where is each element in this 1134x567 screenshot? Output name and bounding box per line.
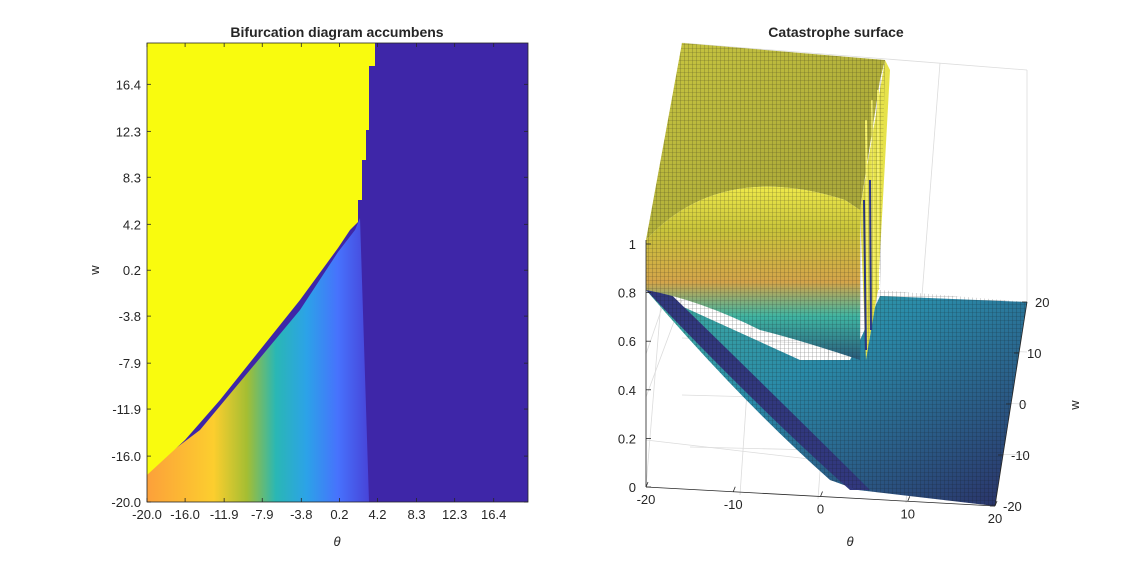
heatmap-x-tick-label: 8.3 [408,507,426,522]
heatmap-y-ticks: -20.0 -16.0 -11.9 -7.9 -3.8 0.2 4.2 8.3 12.3 16.4 [111,77,528,510]
heatmap-y-tick-label: 16.4 [116,77,141,92]
surface-z-tick-label: 0.8 [618,286,636,301]
surface-x-label: θ [846,534,853,549]
surface-title: Catastrophe surface [768,24,904,40]
heatmap-y-tick-label: -20.0 [111,495,141,510]
surface-x-tick-mark [820,491,823,497]
heatmap-x-label: θ [333,534,340,549]
heatmap-frame [146,42,529,503]
surface-z-tick-label: 0.4 [618,383,636,398]
heatmap-y-tick-label: 8.3 [123,170,141,185]
surface-y-tick-label: 20 [1035,295,1049,310]
surface-y-label: w [1067,400,1082,411]
surface-x-ticks: -20 -10 0 10 20 [637,481,1002,526]
surface-x-tick-label: -10 [724,497,743,512]
surface-mesh [646,43,1027,506]
surface-x-tick-label: 0 [817,502,824,517]
surface-z-tick-label: 1 [629,237,636,252]
heatmap-image [147,43,528,502]
heatmap-y-tick-label: 4.2 [123,217,141,232]
heatmap-x-tick-label: -11.9 [210,507,239,522]
surface-x-tick-mark [994,500,998,507]
heatmap-y-tick-label: -16.0 [111,449,141,464]
catastrophe-surface-plot: Catastrophe surface -20 -10 0 10 20 [618,24,1082,549]
heatmap-x-tick-label: -20.0 [132,507,162,522]
heatmap-title: Bifurcation diagram accumbens [230,24,443,40]
heatmap-x-ticks: -20.0 -16.0 -11.9 -7.9 -3.8 0.2 4.2 8.3 12.3 16.4 [132,43,506,522]
surface-x-tick-label: 10 [901,506,915,521]
heatmap-x-tick-label: 16.4 [481,507,506,522]
surface-x-tick-label: -20 [637,492,656,507]
surface-z-ticks: 0 0.2 0.4 0.6 0.8 1 [618,237,651,495]
surface-y-ticks: -20 -10 0 10 20 [990,295,1049,514]
heatmap-gradient-band [147,218,369,502]
heatmap-y-tick-label: 0.2 [123,263,141,278]
heatmap-x-tick-label: 4.2 [368,507,386,522]
heatmap-y-tick-label: -11.9 [112,402,141,417]
heatmap-y-tick-label: 12.3 [116,124,141,139]
heatmap-x-tick-label: 12.3 [442,507,467,522]
surface-y-tick-label: -10 [1011,448,1030,463]
heatmap-y-label: w [87,265,102,276]
heatmap-x-tick-label: -3.8 [290,507,312,522]
heatmap-x-tick-label: -7.9 [251,507,273,522]
surface-y-tick-label: 10 [1027,346,1041,361]
surface-z-tick-label: 0.2 [618,431,636,446]
surface-mesh-overlay [646,43,1027,506]
surface-x-tick-mark [907,496,911,502]
heatmap-y-tick-label: -7.9 [119,356,141,371]
surface-x-tick-mark [732,486,736,492]
surface-y-tick-label: -20 [1003,499,1022,514]
heatmap-high-region [147,43,375,475]
surface-x-tick-mark [645,481,649,488]
surface-z-tick-label: 0.6 [618,334,636,349]
surface-y-tick-label: 0 [1019,397,1026,412]
surface-z-tick-label: 0 [629,480,636,495]
heatmap-y-tick-label: -3.8 [119,309,141,324]
surface-x-tick-label: 20 [988,511,1002,526]
bifurcation-heatmap: Bifurcation diagram accumbens -20.0 -16.0… [87,24,529,549]
heatmap-x-tick-label: 0.2 [330,507,348,522]
heatmap-x-tick-label: -16.0 [170,507,200,522]
